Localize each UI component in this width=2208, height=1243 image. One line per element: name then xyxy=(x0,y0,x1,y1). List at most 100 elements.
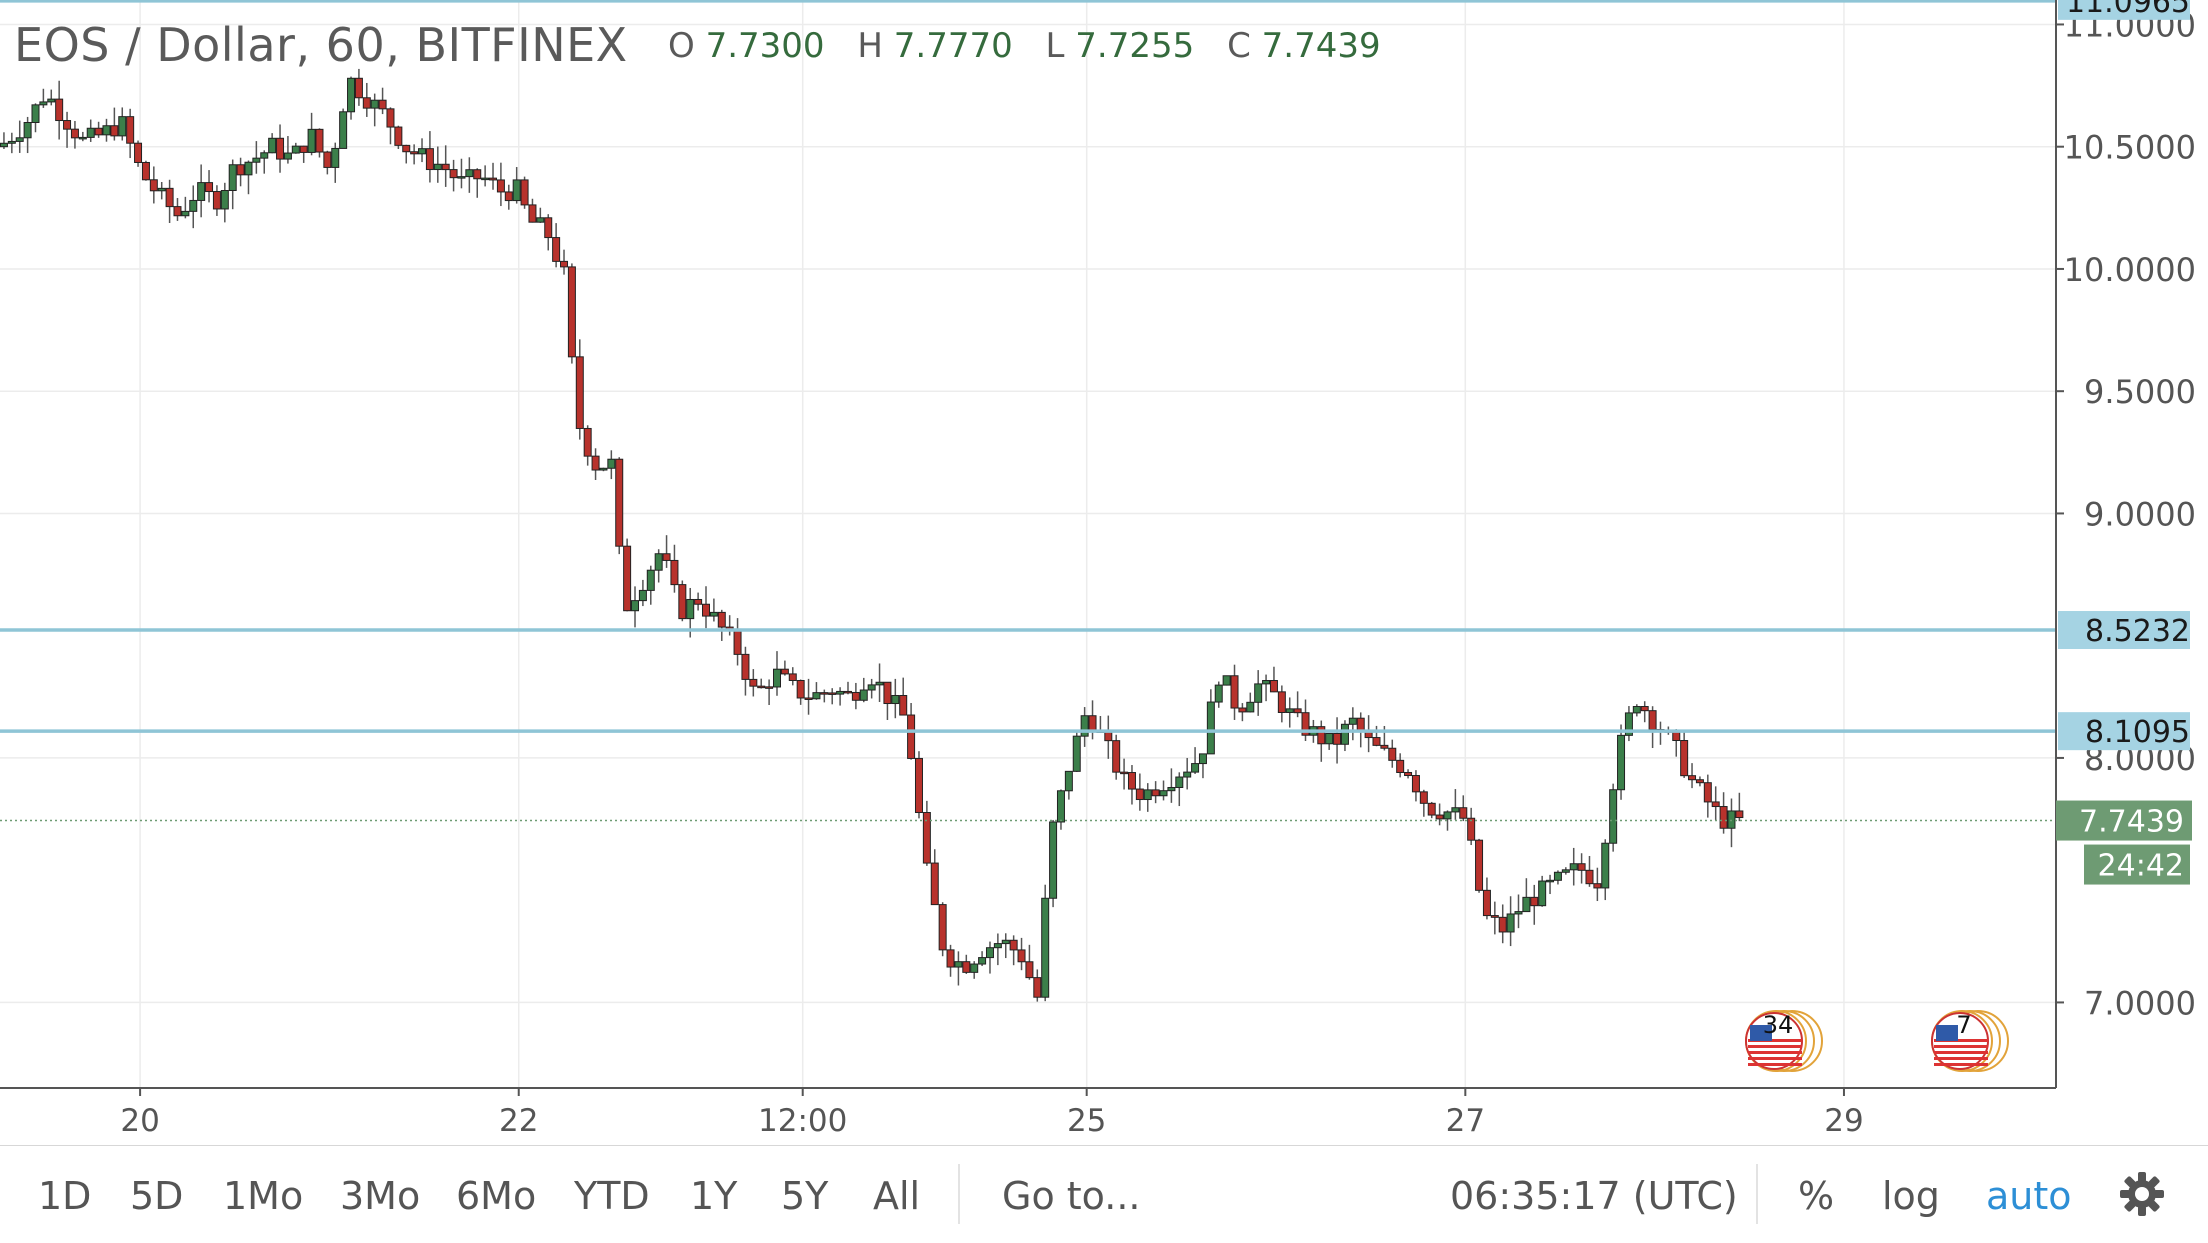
candle-up xyxy=(1246,701,1255,713)
time-axis[interactable]: 20 22 12:00 25 27 29 xyxy=(120,1088,1864,1139)
candle-down xyxy=(402,144,411,153)
clock-display[interactable]: 06:35:17 (UTC) xyxy=(1450,1174,1738,1218)
flag-stripe xyxy=(1934,1039,1988,1042)
candle-down xyxy=(765,686,774,689)
candle-down xyxy=(804,697,813,700)
candle-down xyxy=(670,559,679,586)
candle-down xyxy=(1230,675,1239,709)
candle-up xyxy=(244,161,253,176)
candle-up xyxy=(457,176,466,179)
candle-down xyxy=(354,77,363,99)
candle-down xyxy=(1238,707,1247,713)
candle-down xyxy=(173,206,182,217)
auto-scale-button[interactable]: auto xyxy=(1986,1174,2072,1218)
candle-up xyxy=(709,611,718,617)
candle-up xyxy=(86,127,95,138)
candle-up xyxy=(433,163,442,171)
candle-down xyxy=(134,142,143,163)
plot-area[interactable] xyxy=(0,0,2056,1088)
candle-up xyxy=(220,189,229,210)
candle-down xyxy=(938,904,947,951)
flag-stripe xyxy=(1934,1045,1988,1048)
goto-button[interactable]: Go to... xyxy=(1002,1174,1141,1218)
price-tick-label: 9.0000 xyxy=(2084,495,2196,533)
candle-up xyxy=(867,684,876,691)
candle-up xyxy=(1514,911,1523,915)
candle-up xyxy=(1285,708,1294,713)
candle-down xyxy=(591,455,600,471)
candle-down xyxy=(1025,961,1034,979)
range-button-1d[interactable]: 1D xyxy=(38,1174,92,1218)
range-button-1y[interactable]: 1Y xyxy=(690,1174,738,1218)
range-button-ytd[interactable]: YTD xyxy=(574,1174,650,1218)
candle-up xyxy=(1727,810,1736,829)
candle-up xyxy=(291,145,300,154)
candle-down xyxy=(1033,977,1042,998)
candle-up xyxy=(631,600,640,612)
candle-down xyxy=(717,611,726,628)
candle-down xyxy=(425,148,434,171)
range-button-all[interactable]: All xyxy=(873,1174,921,1218)
candle-down xyxy=(1577,863,1586,871)
ohlc-open-label: O xyxy=(668,26,695,66)
candle-up xyxy=(978,957,987,965)
candle-up xyxy=(607,458,616,469)
candle-down xyxy=(276,137,285,160)
candle-down xyxy=(149,179,158,192)
candle-down xyxy=(694,598,703,605)
toolbar-divider xyxy=(1756,1164,1758,1224)
candle-up xyxy=(1001,939,1010,945)
event-count-label: 7 xyxy=(1956,1011,1971,1039)
candle-down xyxy=(749,678,758,687)
candle-down xyxy=(1585,869,1594,885)
ohlc-low-label: L xyxy=(1045,26,1065,66)
symbol-title[interactable]: EOS / Dollar, 60, BITFINEX xyxy=(14,18,628,72)
toolbar-divider xyxy=(958,1164,960,1224)
candle-up xyxy=(1143,789,1152,801)
candle-up xyxy=(260,152,269,159)
price-tick-label: 10.5000 xyxy=(2064,129,2196,167)
range-button-1mo[interactable]: 1Mo xyxy=(223,1174,304,1218)
candle-down xyxy=(575,356,584,429)
gear-icon[interactable] xyxy=(2118,1170,2166,1218)
candle-down xyxy=(1688,775,1697,781)
price-axis[interactable]: 7.00008.00009.00009.500010.000010.500011… xyxy=(2056,6,2196,1022)
candle-up xyxy=(1325,732,1334,745)
flag-stripe xyxy=(1748,1063,1802,1066)
candle-down xyxy=(496,179,505,193)
candle-up xyxy=(1206,701,1215,755)
range-button-5d[interactable]: 5D xyxy=(130,1174,184,1218)
price-chart[interactable]: 7.00008.00009.00009.500010.000010.500011… xyxy=(0,0,2208,1145)
candle-down xyxy=(94,127,103,136)
candle-up xyxy=(993,943,1002,949)
candle-down xyxy=(299,145,308,153)
range-button-3mo[interactable]: 3Mo xyxy=(340,1174,421,1218)
candle-up xyxy=(1632,706,1641,714)
events-group[interactable]: 34 7 xyxy=(1745,1010,2009,1072)
candle-up xyxy=(1546,879,1555,883)
candle-down xyxy=(1333,732,1342,745)
candle-up xyxy=(1624,712,1633,736)
candle-down xyxy=(362,97,371,109)
range-button-6mo[interactable]: 6Mo xyxy=(456,1174,537,1218)
candle-up xyxy=(1506,913,1515,933)
candle-down xyxy=(1695,779,1704,784)
candle-up xyxy=(1262,680,1271,685)
candle-up xyxy=(1522,896,1531,913)
candle-down xyxy=(441,163,450,171)
percent-scale-button[interactable]: % xyxy=(1798,1174,1835,1218)
candle-down xyxy=(733,628,742,655)
candle-down xyxy=(930,862,939,906)
candle-down xyxy=(788,673,797,682)
candle-down xyxy=(552,237,561,262)
range-button-5y[interactable]: 5Y xyxy=(781,1174,829,1218)
candle-down xyxy=(323,151,332,168)
candle-up xyxy=(197,182,206,201)
horizontal-line-price-label-bg xyxy=(2058,611,2190,650)
candle-up xyxy=(39,101,48,106)
flag-stripe xyxy=(1748,1039,1802,1042)
candle-up xyxy=(252,157,261,163)
horizontal-line-price-label: 8.5232 xyxy=(2085,614,2190,649)
log-scale-button[interactable]: log xyxy=(1882,1174,1940,1218)
candle-down xyxy=(567,266,576,358)
